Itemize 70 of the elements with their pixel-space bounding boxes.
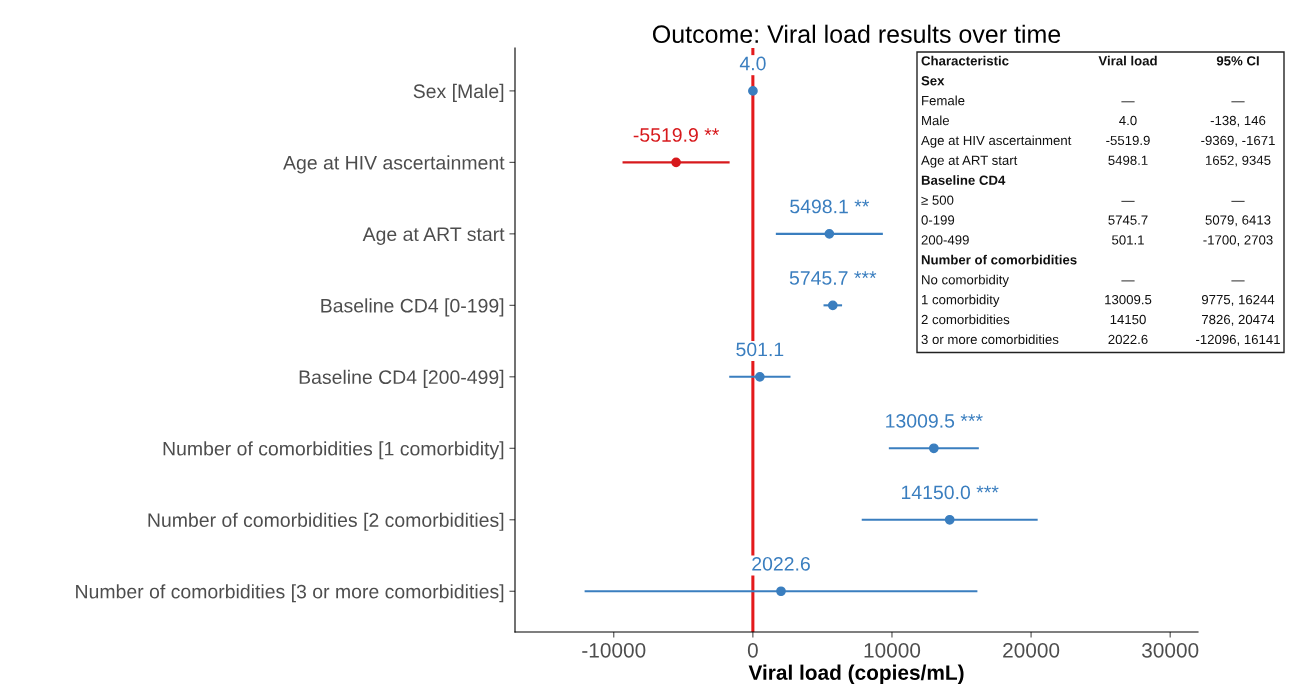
text: 1652, 9345: [1205, 155, 1271, 167]
annotation: 13009.5: [1105, 294, 1152, 305]
annotation: —: [1121, 200, 1135, 202]
data-label: 13009.5 ***: [886, 414, 983, 428]
y-tick-label: Age at HIV ascertainment: [283, 155, 505, 174]
annotation: No comorbidity: [922, 274, 1009, 287]
annotation: ≥ 500: [921, 195, 954, 205]
annotation: 4.0: [1119, 115, 1137, 126]
annotation: Age at HIV ascertainment: [921, 135, 1072, 148]
point: [671, 157, 681, 168]
point: [827, 300, 838, 311]
data-label: -5519.9 **: [633, 128, 720, 142]
annotation: Sex: [921, 76, 945, 86]
x-tick-label: 30000: [1142, 642, 1199, 658]
point: [824, 228, 835, 239]
annotation: 501.1: [1112, 235, 1144, 245]
x-tick-label: 20000: [1003, 642, 1060, 658]
y-tick-label: Sex [Male]: [413, 83, 504, 102]
annotation: 1 comorbidity: [922, 294, 1000, 307]
annotation: Viral load: [1098, 55, 1157, 66]
data-label: 2022.6: [752, 556, 810, 571]
point: [944, 514, 955, 525]
annotation: 0-199: [921, 215, 955, 225]
y-tick-label: Number of comorbidities [3 or more comorbidities]: [76, 584, 504, 603]
text: 95% CI: [1216, 56, 1259, 66]
annotation: 14150: [1110, 314, 1146, 325]
text: —: [1231, 101, 1245, 103]
annotation: —: [1121, 280, 1135, 282]
data-label: 501.1: [736, 342, 784, 357]
point: [776, 586, 786, 597]
chart-title: Outcome: Viral load results over time: [652, 24, 1061, 44]
annotation: Baseline CD4: [921, 175, 1006, 185]
y-tick-label: Number of comorbidities [1 comorbidity]: [163, 441, 504, 460]
text: -9369, -1671: [1201, 135, 1275, 147]
y-tick-label: Baseline CD4 [200-499]: [299, 369, 504, 388]
text: 5079, 6413: [1205, 215, 1271, 227]
x-tick-label: 0: [747, 642, 758, 658]
data-label: 4.0: [739, 56, 766, 71]
y-tick-label: Number of comorbidities [2 comorbidities]: [148, 512, 504, 531]
data-label: 14150.0 ***: [901, 485, 999, 500]
text: -1700, 2703: [1203, 235, 1273, 247]
annotation: 2 comorbidities: [921, 314, 1010, 325]
annotation: 5498.1: [1108, 155, 1148, 165]
point: [748, 86, 758, 96]
y-tick-label: Baseline CD4 [0-199]: [321, 298, 504, 317]
annotation: Age at ART start: [921, 155, 1018, 168]
y-tick-label: Age at ART start: [362, 227, 505, 245]
annotation: 5745.7: [1108, 215, 1148, 225]
data-label: 5498.1 **: [790, 199, 870, 214]
data-label: 5745.7 ***: [789, 271, 877, 285]
annotation: -12096, 16141: [1196, 334, 1280, 346]
x-axis-title: Viral load (copies/mL): [748, 664, 964, 685]
annotation: Characteristic: [921, 55, 1009, 66]
annotation: 200-499: [921, 235, 969, 245]
annotation: Number of comorbidities: [921, 254, 1077, 265]
annotation: Male: [922, 115, 950, 126]
text: 9775, 16244: [1201, 294, 1275, 306]
text: -138, 146: [1210, 115, 1266, 127]
annotation: -5519.9: [1106, 135, 1150, 146]
point: [928, 443, 939, 454]
text: —: [1231, 200, 1245, 202]
annotation: 2022.6: [1108, 334, 1148, 345]
x-tick-label: 10000: [864, 642, 921, 658]
annotation: 3 or more comorbidities: [921, 334, 1059, 345]
x-tick-label: -10000: [582, 642, 646, 658]
point: [754, 371, 765, 382]
annotation: Female: [922, 95, 965, 106]
text: 7826, 20474: [1201, 314, 1275, 326]
text: —: [1231, 280, 1245, 282]
annotation: —: [1121, 101, 1135, 103]
